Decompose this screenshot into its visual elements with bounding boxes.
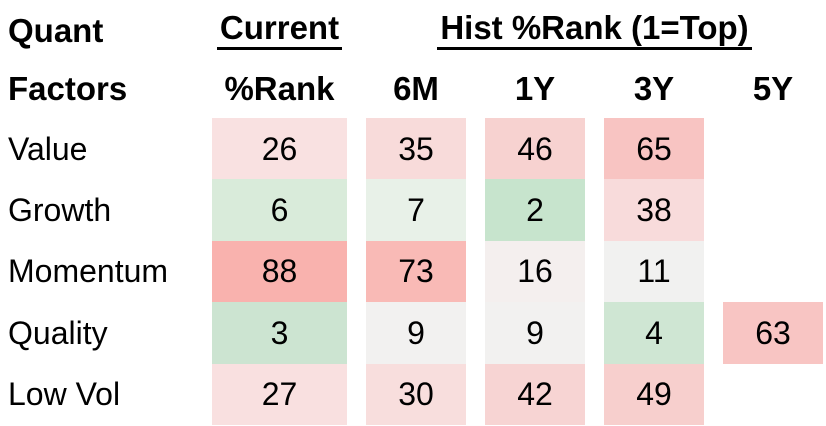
rank-cell: 9 (366, 302, 466, 364)
group-header-hist-label: Hist %Rank (1=Top) (437, 11, 752, 50)
rank-cell: 2 (485, 179, 585, 241)
rank-cell: 46 (485, 118, 585, 180)
rank-cell: 3 (212, 302, 347, 364)
rank-cell: 30 (366, 363, 466, 425)
rank-cell: 4 (604, 302, 704, 364)
row-label-quality: Quality (8, 314, 108, 351)
rank-cell (723, 118, 823, 179)
column-header--rank: %Rank (224, 70, 335, 107)
rank-cell: 26 (212, 118, 347, 180)
rank-cell: 27 (212, 363, 347, 425)
rank-cell (723, 364, 823, 425)
rank-cell: 65 (604, 118, 704, 180)
group-header-hist: Hist %Rank (1=Top) (366, 2, 823, 59)
column-header-3y: 3Y (633, 70, 675, 107)
rank-cell: 63 (723, 302, 823, 364)
rank-cell: 73 (366, 240, 466, 303)
rank-cell: 11 (604, 240, 704, 303)
group-header-current-label: Current (216, 11, 343, 50)
column-header-5y: 5Y (752, 70, 794, 107)
rank-cell: 9 (485, 302, 585, 364)
corner-title-line1: Quant (8, 12, 104, 49)
rank-cell: 16 (485, 240, 585, 303)
rank-cell: 35 (366, 118, 466, 180)
row-label-growth: Growth (8, 192, 112, 229)
rank-cell: 38 (604, 179, 704, 241)
rank-cell: 49 (604, 363, 704, 425)
rank-cell: 88 (212, 240, 347, 303)
group-header-current: Current (212, 2, 347, 59)
row-label-momentum: Momentum (8, 253, 169, 290)
rank-cell: 7 (366, 179, 466, 241)
corner-title-line2: Factors (8, 70, 128, 107)
column-header-1y: 1Y (514, 70, 556, 107)
row-label-low-vol: Low Vol (8, 376, 121, 413)
rank-cell: 6 (212, 179, 347, 241)
rank-cell (723, 179, 823, 240)
rank-cell: 42 (485, 363, 585, 425)
rank-cell (723, 241, 823, 302)
column-header-6m: 6M (393, 70, 439, 107)
row-label-value: Value (8, 130, 88, 167)
